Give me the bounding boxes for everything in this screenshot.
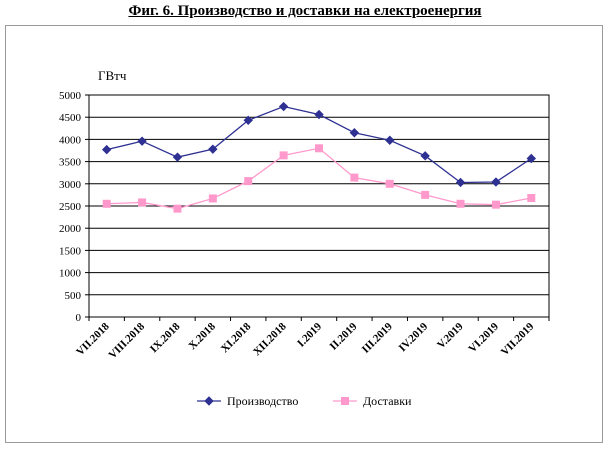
data-point [278,101,289,112]
data-point [204,396,214,406]
x-tick-label: X.2018 [186,320,218,352]
data-point [349,128,360,138]
y-tick-label: 2000 [59,223,82,235]
series-production [101,101,537,188]
data-point [243,115,253,126]
x-tick-label: I.2019 [295,320,324,349]
legend-item: Производство [197,394,298,408]
data-point [244,177,253,186]
data-point [279,151,288,160]
data-point [421,190,430,199]
y-tick-label: 3000 [59,179,82,191]
x-tick-label: VII.2019 [499,320,537,358]
x-tick-label: IV.2019 [397,320,431,354]
x-tick-label: III.2019 [360,320,395,355]
series-layer [101,101,537,213]
chart-frame [5,25,603,443]
x-tick-label: VIII.2018 [107,320,148,361]
y-tick-label: 5000 [59,90,82,102]
series-line [106,147,532,210]
data-point [385,135,395,145]
y-tick-label: 3500 [59,157,82,169]
x-tick-label: IX.2018 [148,320,183,355]
data-point [208,194,217,203]
gridlines [88,94,550,318]
data-point [526,153,537,164]
data-point [350,173,359,182]
data-point [341,397,349,405]
chart-title: Фиг. 6. Производство и доставки на елект… [128,3,482,19]
y-tick-label: 2500 [59,201,82,213]
y-tick-label: 0 [76,312,82,324]
data-point [456,199,465,208]
legend-label: Доставки [363,394,412,408]
data-point [208,144,218,154]
y-tick-label: 4000 [59,134,82,146]
data-point [455,177,466,188]
data-point [385,179,394,188]
data-point [173,204,182,213]
legend-label: Производство [227,394,298,408]
data-point [491,177,501,187]
x-tick-label: VI.2019 [466,320,501,355]
data-point [138,198,147,207]
data-point [137,136,147,146]
data-point [527,194,536,203]
y-tick-label: 1000 [59,268,82,280]
data-point [420,151,430,161]
data-point [314,109,324,120]
y-axis-unit: ГВтч [98,68,127,83]
legend: Производство Доставки [197,394,412,408]
data-point [102,199,111,208]
y-tick-label: 1500 [59,245,82,257]
data-point [491,200,500,209]
y-tick-label: 500 [65,290,82,302]
y-axis: 0 500 1000 1500 2000 2500 3000 3500 4000 4500 5000 [59,90,89,324]
y-tick-label: 4500 [59,112,82,124]
x-tick-label: II.2019 [327,320,359,352]
x-tick-label: XI.2018 [219,320,254,355]
series-deliveries [102,144,536,213]
x-tick-label: V.2019 [435,320,466,351]
x-tick-label: XII.2018 [251,320,289,358]
data-point [172,152,183,162]
data-point [315,144,323,153]
data-point [101,144,112,155]
legend-item: Доставки [333,394,412,408]
